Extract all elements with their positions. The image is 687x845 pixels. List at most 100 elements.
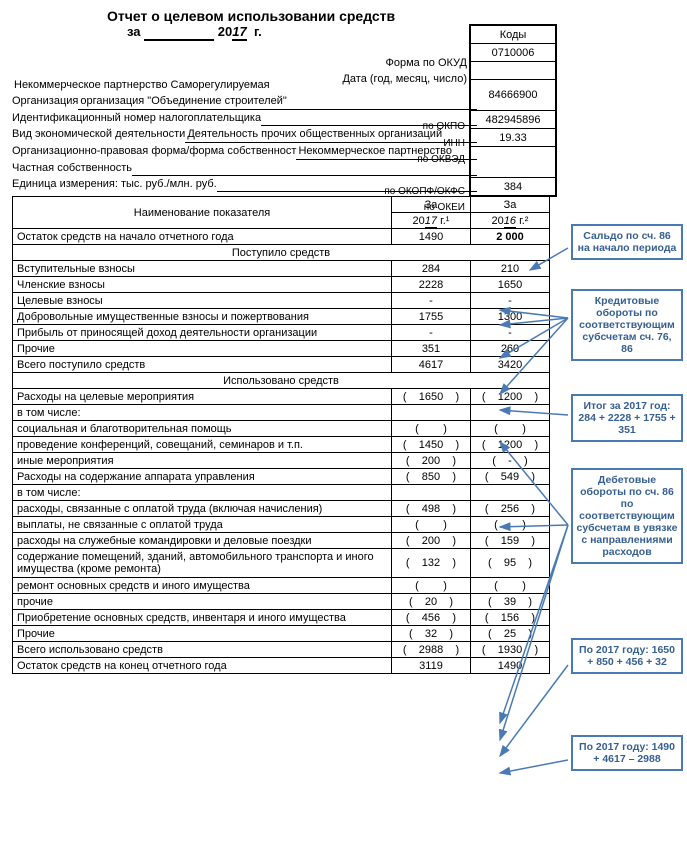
row-value: ( 156 ) (471, 610, 550, 626)
table-row: Остаток средств на конец отчетного года3… (13, 658, 550, 674)
form-area: Отчет о целевом использовании средств за… (12, 8, 557, 674)
hdr-c2: За (471, 197, 550, 213)
codes-table: Коды 0710006 84666900 482945896 19.33 38… (469, 24, 557, 197)
row-value (392, 405, 471, 421)
lbl-date: Дата (год, месяц, число) (342, 71, 467, 87)
table-row: иные мероприятия( 200 )( - ) (13, 453, 550, 469)
row-value: 1755 (392, 309, 471, 325)
callout: По 2017 году: 1490 + 4617 – 2988 (571, 735, 683, 771)
row-name: социальная и благотворительная помощь (13, 421, 392, 437)
row-value: ( 20 ) (392, 594, 471, 610)
table-row: в том числе: (13, 405, 550, 421)
period-prefix: за (127, 24, 141, 39)
lbl-okud: Форма по ОКУД (342, 55, 467, 71)
table-row: Расходы на целевые мероприятия( 1650 )( … (13, 389, 550, 405)
table-row: расходы на служебные командировки и дело… (13, 533, 550, 549)
callout: По 2017 году: 1650 + 850 + 456 + 32 (571, 638, 683, 674)
row-name: Остаток средств на конец отчетного года (13, 658, 392, 674)
hdr-y2: 2016 г.² (471, 213, 550, 229)
table-row: Приобретение основных средств, инвентаря… (13, 610, 550, 626)
row-value: ( 39 ) (471, 594, 550, 610)
table-row: Остаток средств на начало отчетного года… (13, 229, 550, 245)
row-name: прочие (13, 594, 392, 610)
org-label: Организационно-правовая форма/форма собс… (12, 143, 296, 160)
codes-header: Коды (470, 25, 556, 44)
row-value: ( ) (392, 421, 471, 437)
row-value: ( 200 ) (392, 533, 471, 549)
row-value: 2228 (392, 277, 471, 293)
code-date (470, 62, 556, 80)
lbl-okpo: по ОКПО (405, 121, 465, 132)
org-label: Организация (12, 93, 78, 110)
row-name: Членские взносы (13, 277, 392, 293)
row-value: 1490 (392, 229, 471, 245)
report-title: Отчет о целевом использовании средств (107, 8, 557, 24)
callout: Итог за 2017 год: 284 + 2228 + 1755 + 35… (571, 394, 683, 442)
main-table: Наименование показателя За За 2017 г.¹ 2… (12, 196, 550, 674)
code-inn: 482945896 (470, 111, 556, 129)
table-row: выплаты, не связанные с оплатой труда( )… (13, 517, 550, 533)
row-value: ( ) (471, 517, 550, 533)
section-header: Использовано средств (13, 373, 550, 389)
row-value: 351 (392, 341, 471, 357)
code-okei: 384 (470, 178, 556, 197)
table-row: Вступительные взносы284210 (13, 261, 550, 277)
row-value: ( 456 ) (392, 610, 471, 626)
row-value: ( 159 ) (471, 533, 550, 549)
row-name: Всего поступило средств (13, 357, 392, 373)
row-value (471, 405, 550, 421)
org-label: Вид экономической деятельности (12, 126, 185, 143)
row-value: 1650 (471, 277, 550, 293)
table-row: проведение конференций, совещаний, семин… (13, 437, 550, 453)
row-value: ( 95 ) (471, 549, 550, 578)
row-value: 284 (392, 261, 471, 277)
row-name: содержание помещений, зданий, автомобиль… (13, 549, 392, 578)
row-name: в том числе: (13, 405, 392, 421)
hdr-y1: 2017 г.¹ (392, 213, 471, 229)
org-label: Частная собственность (12, 160, 132, 176)
period-blank (144, 24, 214, 41)
row-value: ( ) (471, 421, 550, 437)
org-label: Идентификационный номер налогоплательщик… (12, 110, 261, 126)
code-okud: 0710006 (470, 44, 556, 62)
row-value: 260 (471, 341, 550, 357)
row-name: выплаты, не связанные с оплатой труда (13, 517, 392, 533)
row-value: ( 1200 ) (471, 389, 550, 405)
row-value: ( 549 ) (471, 469, 550, 485)
row-value (471, 485, 550, 501)
table-row: Прибыль от приносящей доход деятельности… (13, 325, 550, 341)
row-name: ремонт основных средств и иного имуществ… (13, 578, 392, 594)
row-name: Добровольные имущественные взносы и поже… (13, 309, 392, 325)
row-name: Прочие (13, 626, 392, 642)
row-value: ( ) (392, 517, 471, 533)
lbl-okopf: по ОКОПФ/ОКФС (375, 186, 465, 197)
row-value: ( 1930 ) (471, 642, 550, 658)
org-row: Организация организация "Объединение стр… (12, 93, 477, 110)
table-row: в том числе: (13, 485, 550, 501)
row-value: ( 256 ) (471, 501, 550, 517)
code-okved: 19.33 (470, 129, 556, 147)
row-value: 3119 (392, 658, 471, 674)
row-value: ( 25 ) (471, 626, 550, 642)
callout: Дебетовые обороты по сч. 86 по соответст… (571, 468, 683, 564)
callout: Сальдо по сч. 86 на начало периода (571, 224, 683, 260)
row-value: 2 000 (471, 229, 550, 245)
lbl-okved: по ОКВЭД (405, 154, 465, 165)
table-row: социальная и благотворительная помощь( )… (13, 421, 550, 437)
row-value: - (471, 293, 550, 309)
row-value: ( 1200 ) (471, 437, 550, 453)
row-value: ( 1450 ) (392, 437, 471, 453)
row-name: расходы на служебные командировки и дело… (13, 533, 392, 549)
row-value: ( 132 ) (392, 549, 471, 578)
row-value: ( 200 ) (392, 453, 471, 469)
lbl-inn: ИНН (405, 138, 465, 149)
table-row: Всего использовано средств( 2988 )( 1930… (13, 642, 550, 658)
table-row: ремонт основных средств и иного имуществ… (13, 578, 550, 594)
table-row: Прочие351260 (13, 341, 550, 357)
table-row: Добровольные имущественные взносы и поже… (13, 309, 550, 325)
period-unit: г. (254, 24, 262, 39)
row-value: 210 (471, 261, 550, 277)
row-value (392, 485, 471, 501)
row-name: Приобретение основных средств, инвентаря… (13, 610, 392, 626)
row-value: ( - ) (471, 453, 550, 469)
